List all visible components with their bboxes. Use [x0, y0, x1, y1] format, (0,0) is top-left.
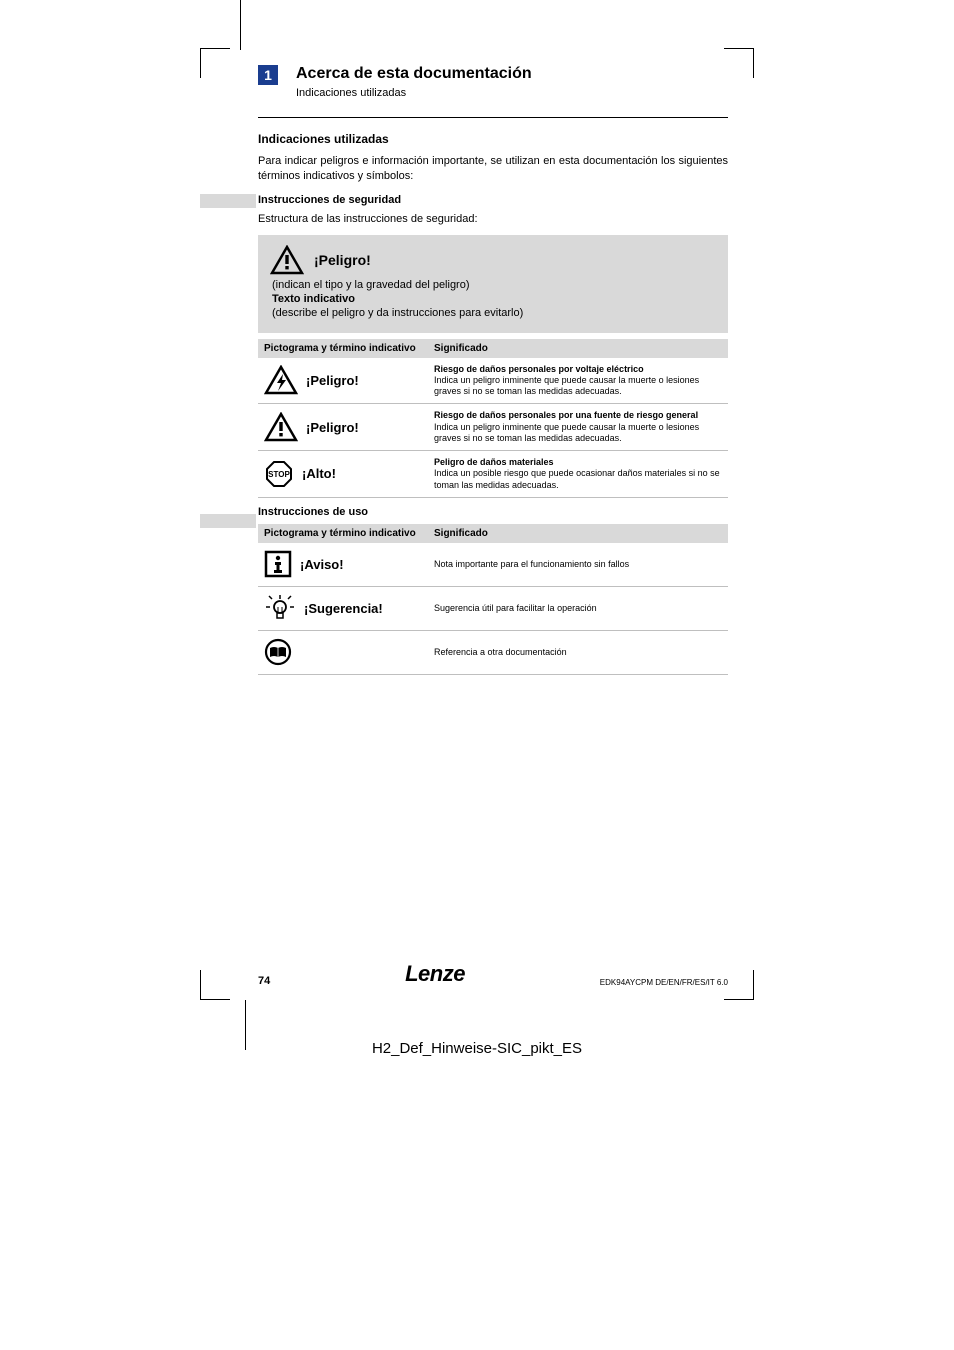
meaning-text: Indica un peligro inminente que puede ca… [434, 375, 699, 396]
page-number: 74 [258, 975, 270, 987]
icon-term-cell: STOP ¡Alto! [264, 459, 434, 489]
meaning-text: Sugerencia útil para facilitar la operac… [434, 603, 597, 613]
term-label: ¡Sugerencia! [304, 601, 383, 616]
crop-mark [200, 970, 230, 1000]
meaning-bold: Riesgo de daños personales por una fuent… [434, 410, 722, 421]
svg-text:STOP: STOP [268, 470, 290, 479]
icon-term-cell: ¡Peligro! [264, 365, 434, 395]
content-area: 1 Acerca de esta documentación Indicacio… [258, 65, 728, 675]
stop-icon: STOP [264, 459, 294, 489]
meaning-cell: Nota importante para el funcionamiento s… [434, 559, 722, 570]
meaning-bold: Peligro de daños materiales [434, 457, 722, 468]
chapter-number: 1 [258, 65, 278, 85]
doc-code: EDK94AYCPM DE/EN/FR/ES/IT 6.0 [600, 978, 728, 987]
intro-text: Para indicar peligros e información impo… [258, 154, 728, 184]
crop-mark [724, 48, 754, 78]
filename-label: H2_Def_Hinweise-SIC_pikt_ES [0, 1040, 954, 1057]
meaning-text: Referencia a otra documentación [434, 647, 567, 657]
callout-line: (describe el peligro y da instrucciones … [272, 307, 716, 319]
meaning-cell: Riesgo de daños personales por una fuent… [434, 410, 722, 444]
table-row: ¡Aviso! Nota importante para el funciona… [258, 543, 728, 587]
icon-term-cell: ¡Sugerencia! [264, 593, 434, 623]
meaning-cell: Riesgo de daños personales por voltaje e… [434, 364, 722, 398]
crop-mark [240, 0, 241, 50]
table-header-row: Pictograma y término indicativo Signific… [258, 339, 728, 358]
term-label: ¡Aviso! [300, 557, 344, 572]
book-icon [264, 638, 292, 666]
danger-callout: ¡Peligro! (indican el tipo y la gravedad… [258, 235, 728, 333]
table-row: ¡Sugerencia! Sugerencia útil para facili… [258, 587, 728, 631]
col-header: Significado [434, 343, 722, 354]
callout-line: (indican el tipo y la gravedad del pelig… [272, 279, 716, 291]
page-footer: 74 Lenze EDK94AYCPM DE/EN/FR/ES/IT 6.0 [258, 961, 728, 987]
icon-term-cell: ¡Aviso! [264, 550, 434, 578]
table-row: ¡Peligro! Riesgo de daños personales por… [258, 404, 728, 451]
table-row: Referencia a otra documentación [258, 631, 728, 675]
term-label: ¡Alto! [302, 466, 336, 481]
col-header: Pictograma y término indicativo [264, 343, 434, 354]
table-header-row: Pictograma y término indicativo Signific… [258, 524, 728, 543]
document-page: 1 Acerca de esta documentación Indicacio… [0, 0, 954, 1350]
term-label: ¡Peligro! [306, 373, 359, 388]
divider [258, 117, 728, 118]
term-label: ¡Peligro! [306, 420, 359, 435]
table-row: STOP ¡Alto! Peligro de daños materiales … [258, 451, 728, 498]
callout-bold: Texto indicativo [272, 293, 716, 305]
meaning-cell: Peligro de daños materiales Indica un po… [434, 457, 722, 491]
meaning-text: Indica un peligro inminente que puede ca… [434, 422, 699, 443]
info-icon [264, 550, 292, 578]
section-heading: Indicaciones utilizadas [258, 132, 728, 146]
table-row: ¡Peligro! Riesgo de daños personales por… [258, 358, 728, 405]
chapter-title: Acerca de esta documentación [296, 65, 532, 83]
warning-triangle-icon [270, 245, 304, 275]
meaning-cell: Referencia a otra documentación [434, 647, 722, 658]
brand-logo: Lenze [405, 961, 465, 987]
icon-term-cell: ¡Peligro! [264, 412, 434, 442]
col-header: Significado [434, 528, 722, 539]
meaning-text: Nota importante para el funcionamiento s… [434, 559, 629, 569]
icon-term-cell [264, 638, 434, 666]
col-header: Pictograma y término indicativo [264, 528, 434, 539]
general-hazard-icon [264, 412, 298, 442]
callout-header: ¡Peligro! [270, 245, 716, 275]
margin-marker [200, 194, 256, 208]
meaning-text: Indica un posible riesgo que puede ocasi… [434, 468, 720, 489]
margin-marker [200, 514, 256, 528]
safety-intro: Estructura de las instrucciones de segur… [258, 212, 728, 227]
chapter-header: 1 Acerca de esta documentación [258, 65, 728, 85]
callout-title: ¡Peligro! [314, 252, 371, 268]
crop-mark [200, 48, 230, 78]
meaning-cell: Sugerencia útil para facilitar la operac… [434, 603, 722, 614]
bulb-icon [264, 593, 296, 623]
chapter-subtitle: Indicaciones utilizadas [296, 87, 728, 99]
electric-hazard-icon [264, 365, 298, 395]
meaning-bold: Riesgo de daños personales por voltaje e… [434, 364, 722, 375]
safety-heading: Instrucciones de seguridad [258, 194, 728, 206]
crop-mark [724, 970, 754, 1000]
use-heading: Instrucciones de uso [258, 506, 728, 518]
